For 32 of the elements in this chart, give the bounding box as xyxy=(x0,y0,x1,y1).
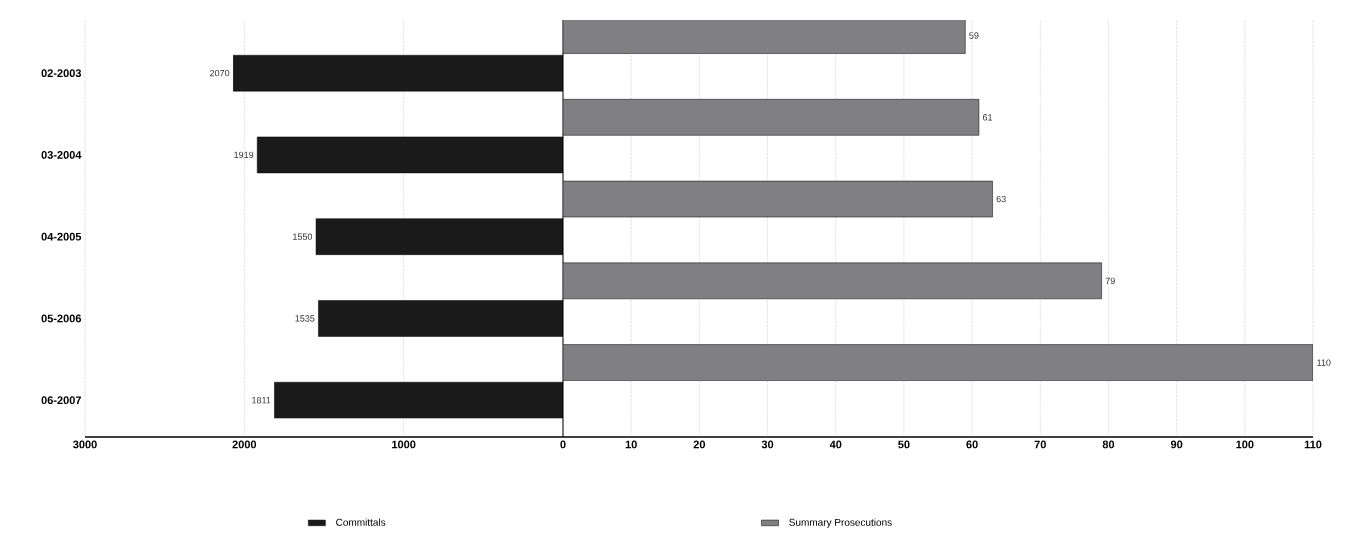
x-tick-label: 80 xyxy=(1102,440,1115,449)
legend-label: Summary Prosecutions xyxy=(789,518,892,528)
data-label: 1550 xyxy=(293,233,313,240)
x-tick-label: 40 xyxy=(829,440,842,449)
x-tick-label: 90 xyxy=(1170,440,1183,449)
y-tick-label: 02-2003 xyxy=(41,69,82,78)
data-label: 1535 xyxy=(295,315,315,322)
y-tick-label: 06-2007 xyxy=(41,396,81,405)
x-tick-label: 100 xyxy=(1236,440,1254,449)
x-tick-label: 2000 xyxy=(232,440,257,449)
legend-label: Committals xyxy=(336,518,386,526)
data-label: 79 xyxy=(1105,277,1115,285)
data-label: 63 xyxy=(996,195,1006,203)
y-tick-label: 04-2005 xyxy=(41,232,82,241)
x-tick-label: 50 xyxy=(898,440,910,449)
data-label: 1811 xyxy=(252,397,271,404)
data-label: 2070 xyxy=(210,69,230,77)
y-tick-label: 03-2004 xyxy=(41,151,82,159)
data-label: 59 xyxy=(969,32,979,39)
x-tick-label: 60 xyxy=(966,440,978,449)
x-tick-label: 20 xyxy=(693,440,706,449)
y-tick-label: 05-2006 xyxy=(41,314,82,323)
x-tick-label: 70 xyxy=(1034,440,1046,449)
x-tick-label: 110 xyxy=(1304,440,1322,449)
data-label: 110 xyxy=(1317,359,1331,366)
x-tick-label: 10 xyxy=(625,440,637,449)
data-label: 1919 xyxy=(234,151,254,159)
x-tick-label: 1000 xyxy=(392,440,416,449)
x-tick-label: 30 xyxy=(761,440,774,449)
data-label: 61 xyxy=(982,114,993,121)
x-tick-label: 0 xyxy=(560,440,566,449)
x-tick-label: 3000 xyxy=(73,440,97,449)
